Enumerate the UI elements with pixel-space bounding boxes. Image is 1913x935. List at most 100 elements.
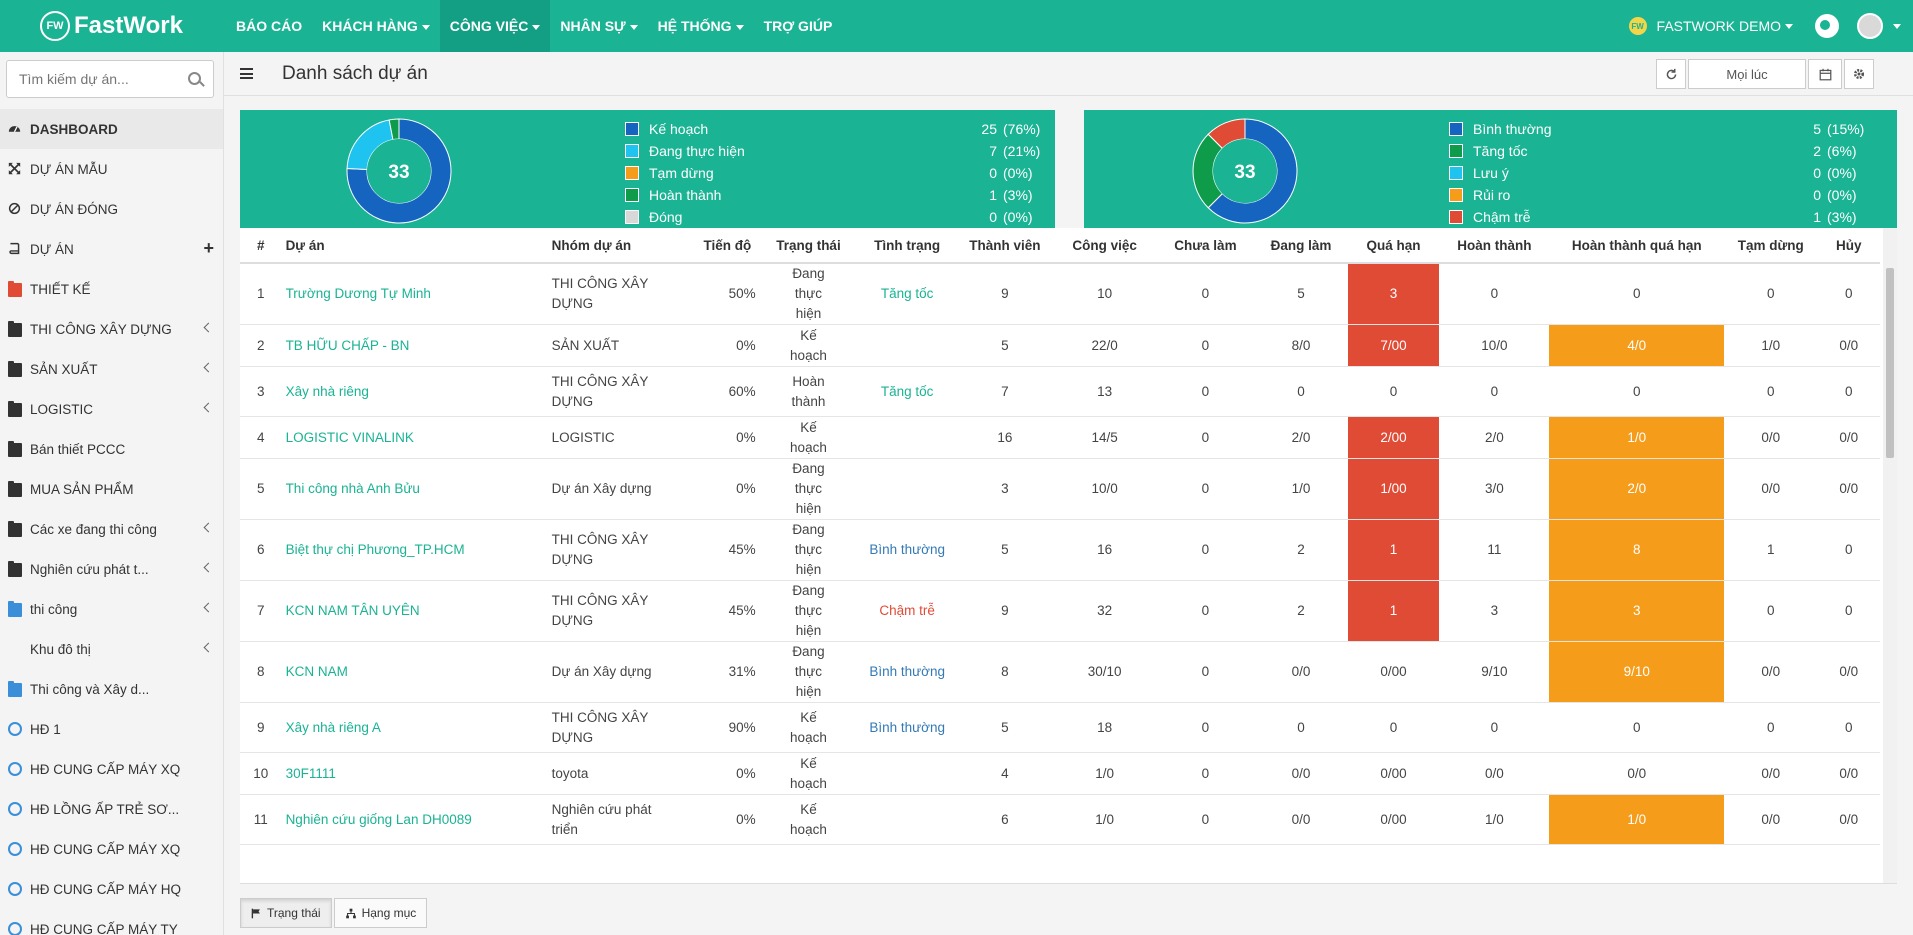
sidebar-item-thi-cong[interactable]: thi công bbox=[0, 589, 223, 629]
chevron-left-icon[interactable] bbox=[203, 562, 214, 573]
cell-name-text[interactable]: KCN NAM TÂN UYÊN bbox=[285, 603, 420, 618]
sidebar-item-san-xuat[interactable]: SẢN XUẤT bbox=[0, 349, 223, 389]
app-logo[interactable]: FW FastWork bbox=[40, 10, 183, 42]
table-row[interactable]: 5 Thi công nhà Anh Bửu Dự án Xây dựng 0% Đan… bbox=[240, 458, 1880, 520]
legend-item-hoan-thanh[interactable]: Hoàn thành 1 (3%) bbox=[625, 184, 1045, 206]
cell-name-text[interactable]: Biệt thự chị Phương_TP.HCM bbox=[285, 542, 465, 557]
search-icon[interactable] bbox=[188, 72, 201, 85]
table-row[interactable]: 8 KCN NAM Dự án Xây dựng 31% Đang thực hiện B… bbox=[240, 641, 1880, 703]
column-header-dang-lam[interactable]: Đang làm bbox=[1254, 228, 1348, 264]
table-row[interactable]: 4 LOGISTIC VINALINK LOGISTIC 0% Kế hoạch 16 14… bbox=[240, 416, 1880, 459]
cell-name[interactable]: KCN NAM bbox=[281, 641, 548, 703]
chevron-left-icon[interactable] bbox=[203, 522, 214, 533]
globe-icon[interactable] bbox=[1815, 14, 1839, 38]
cell-name[interactable]: Thi công nhà Anh Bửu bbox=[281, 458, 548, 520]
scrollbar-thumb[interactable] bbox=[1886, 268, 1894, 458]
sidebar-item-du-an-mau[interactable]: DỰ ÁN MẪU bbox=[0, 149, 223, 189]
nav-item-nhan-su[interactable]: NHÂN SỰ bbox=[550, 0, 647, 52]
column-header-cong-viec[interactable]: Công việc bbox=[1052, 228, 1157, 264]
sidebar-item-khu-do-thi[interactable]: Khu đô thị bbox=[0, 629, 223, 669]
nav-item-khach-hang[interactable]: KHÁCH HÀNG bbox=[312, 0, 440, 52]
table-row[interactable]: 6 Biệt thự chị Phương_TP.HCM THI CÔNG XÂY … bbox=[240, 519, 1880, 581]
sidebar-item-hd-cung-cap-may-hq[interactable]: HĐ CUNG CẤP MÁY HQ bbox=[0, 869, 223, 909]
nav-item-he-thong[interactable]: HỆ THỐNG bbox=[648, 0, 754, 52]
sidebar-item-thi-cong-xay-dung[interactable]: THI CÔNG XÂY DỰNG bbox=[0, 309, 223, 349]
nav-item-cong-viec[interactable]: CÔNG VIỆC bbox=[439, 0, 551, 52]
column-header-tien-do[interactable]: Tiến độ bbox=[695, 228, 760, 264]
tab-trang-thai[interactable]: Trạng thái bbox=[240, 898, 332, 928]
table-row[interactable]: 7 KCN NAM TÂN UYÊN THI CÔNG XÂY DỰNG 45% Đan… bbox=[240, 580, 1880, 642]
cell-name[interactable]: Xây nhà riêng bbox=[281, 366, 548, 417]
column-header-tinh-trang[interactable]: Tình trạng bbox=[857, 228, 958, 264]
sidebar-item-du-an[interactable]: DỰ ÁN + bbox=[0, 229, 223, 269]
cell-name-text[interactable]: Trường Dương Tự Minh bbox=[285, 286, 431, 301]
cell-name[interactable]: Xây nhà riêng A bbox=[281, 702, 548, 753]
cell-name-text[interactable]: Xây nhà riêng A bbox=[285, 719, 381, 735]
legend-item-tang-toc[interactable]: Tăng tốc 2 (6%) bbox=[1449, 140, 1869, 162]
table-row[interactable]: 1 Trường Dương Tự Minh THI CÔNG XÂY DỰNG 50… bbox=[240, 263, 1880, 325]
table-row[interactable]: 3 Xây nhà riêng THI CÔNG XÂY DỰNG 60% Hoàn t… bbox=[240, 366, 1880, 417]
cell-name[interactable]: LOGISTIC VINALINK bbox=[281, 416, 548, 459]
chevron-left-icon[interactable] bbox=[203, 602, 214, 613]
table-row[interactable]: 2 TB HỮU CHẤP - BN SẢN XUẤT 0% Kế hoạch 5 22/0… bbox=[240, 324, 1880, 367]
calendar-button[interactable] bbox=[1808, 59, 1842, 89]
sidebar-item-hd-cung-cap-may-xq[interactable]: HĐ CUNG CẤP MÁY XQ bbox=[0, 749, 223, 789]
legend-item-dong[interactable]: Đóng 0 (0%) bbox=[625, 206, 1045, 228]
table-row[interactable]: 9 Xây nhà riêng A THI CÔNG XÂY DỰNG 90% Kế h… bbox=[240, 702, 1880, 753]
cell-name-text[interactable]: Nghiên cứu giống Lan DH0089 bbox=[285, 811, 472, 827]
legend-item-ke-hoach[interactable]: Kế hoạch 25 (76%) bbox=[625, 118, 1045, 140]
cell-name[interactable]: KCN NAM TÂN UYÊN bbox=[281, 580, 548, 642]
column-header-index[interactable]: # bbox=[240, 228, 282, 264]
column-header-trang-thai[interactable]: Trạng thái bbox=[759, 228, 858, 264]
cell-name-text[interactable]: KCN NAM bbox=[285, 664, 348, 679]
cell-name[interactable]: TB HỮU CHẤP - BN bbox=[281, 324, 548, 367]
sidebar-item-thiet-ke[interactable]: THIẾT KẾ bbox=[0, 269, 223, 309]
column-header-huy[interactable]: Hủy bbox=[1817, 228, 1880, 264]
tab-hang-muc[interactable]: Hạng mục bbox=[333, 898, 428, 928]
table-row[interactable]: 11 Nghiên cứu giống Lan DH0089 Nghiên cứu … bbox=[240, 794, 1880, 845]
sidebar-item-hd-cung-cap-may-xq[interactable]: HĐ CUNG CẤP MÁY XQ bbox=[0, 829, 223, 869]
sidebar-item-cac-xe-dang-thi-cong[interactable]: Các xe đang thi công bbox=[0, 509, 223, 549]
chevron-left-icon[interactable] bbox=[203, 322, 214, 333]
column-header-chua-lam[interactable]: Chưa làm bbox=[1156, 228, 1255, 264]
cell-name-text[interactable]: Xây nhà riêng bbox=[285, 383, 369, 399]
sidebar-item-logistic[interactable]: LOGISTIC bbox=[0, 389, 223, 429]
chevron-down-icon[interactable] bbox=[1893, 23, 1901, 29]
cell-name[interactable]: Biệt thự chị Phương_TP.HCM bbox=[281, 519, 548, 581]
company-name[interactable]: FASTWORK DEMO bbox=[1656, 18, 1781, 34]
sidebar-item-hd-1[interactable]: HĐ 1 bbox=[0, 709, 223, 749]
legend-item-tam-dung[interactable]: Tạm dừng 0 (0%) bbox=[625, 162, 1045, 184]
chevron-left-icon[interactable] bbox=[203, 642, 214, 653]
date-filter-input[interactable]: Mọi lúc bbox=[1688, 59, 1806, 89]
sidebar-item-hd-cung-cap-may-ty[interactable]: HĐ CUNG CẤP MÁY TY bbox=[0, 909, 223, 935]
cell-name[interactable]: Nghiên cứu giống Lan DH0089 bbox=[281, 794, 548, 845]
cell-name-text[interactable]: 30F1111 bbox=[285, 765, 336, 781]
avatar[interactable] bbox=[1857, 13, 1883, 39]
sidebar-item-hd-long-ap-tre-so[interactable]: HĐ LỒNG ẤP TRẺ SƠ... bbox=[0, 789, 223, 829]
column-header-tam-dung[interactable]: Tạm dừng bbox=[1724, 228, 1818, 264]
sidebar-item-du-an-dong[interactable]: DỰ ÁN ĐÓNG bbox=[0, 189, 223, 229]
sidebar-item-thi-cong-va-xay-d[interactable]: Thi công và Xây d... bbox=[0, 669, 223, 709]
legend-item-cham-tre[interactable]: Chậm trễ 1 (3%) bbox=[1449, 206, 1869, 228]
chevron-down-icon[interactable] bbox=[1785, 23, 1793, 29]
sidebar-item-ban-thiet-pccc[interactable]: Bán thiết PCCC bbox=[0, 429, 223, 469]
sidebar-item-mua-san-pham[interactable]: MUA SẢN PHẨM bbox=[0, 469, 223, 509]
menu-toggle-icon[interactable] bbox=[240, 68, 253, 79]
legend-item-luu-y[interactable]: Lưu ý 0 (0%) bbox=[1449, 162, 1869, 184]
legend-item-binh-thuong[interactable]: Bình thường 5 (15%) bbox=[1449, 118, 1869, 140]
column-header-nhom-du-an[interactable]: Nhóm dự án bbox=[547, 228, 696, 264]
sidebar-item-nghien-cuu-phat-t[interactable]: Nghiên cứu phát t... bbox=[0, 549, 223, 589]
column-header-hoan-thanh-qua-han[interactable]: Hoàn thành quá hạn bbox=[1549, 228, 1725, 264]
column-header-du-an[interactable]: Dự án bbox=[281, 228, 548, 264]
cell-name-text[interactable]: Thi công nhà Anh Bửu bbox=[285, 481, 420, 496]
refresh-button[interactable] bbox=[1656, 59, 1686, 89]
column-header-qua-han[interactable]: Quá hạn bbox=[1347, 228, 1440, 264]
nav-item-bao-cao[interactable]: BÁO CÁO bbox=[226, 0, 312, 52]
cell-name[interactable]: Trường Dương Tự Minh bbox=[281, 263, 548, 325]
table-scrollbar[interactable] bbox=[1883, 228, 1897, 883]
chevron-left-icon[interactable] bbox=[203, 402, 214, 413]
column-header-hoan-thanh[interactable]: Hoàn thành bbox=[1439, 228, 1550, 264]
cell-name-text[interactable]: TB HỮU CHẤP - BN bbox=[285, 337, 410, 353]
cell-name-text[interactable]: LOGISTIC VINALINK bbox=[285, 429, 414, 445]
cell-name[interactable]: 30F1111 bbox=[281, 752, 548, 795]
